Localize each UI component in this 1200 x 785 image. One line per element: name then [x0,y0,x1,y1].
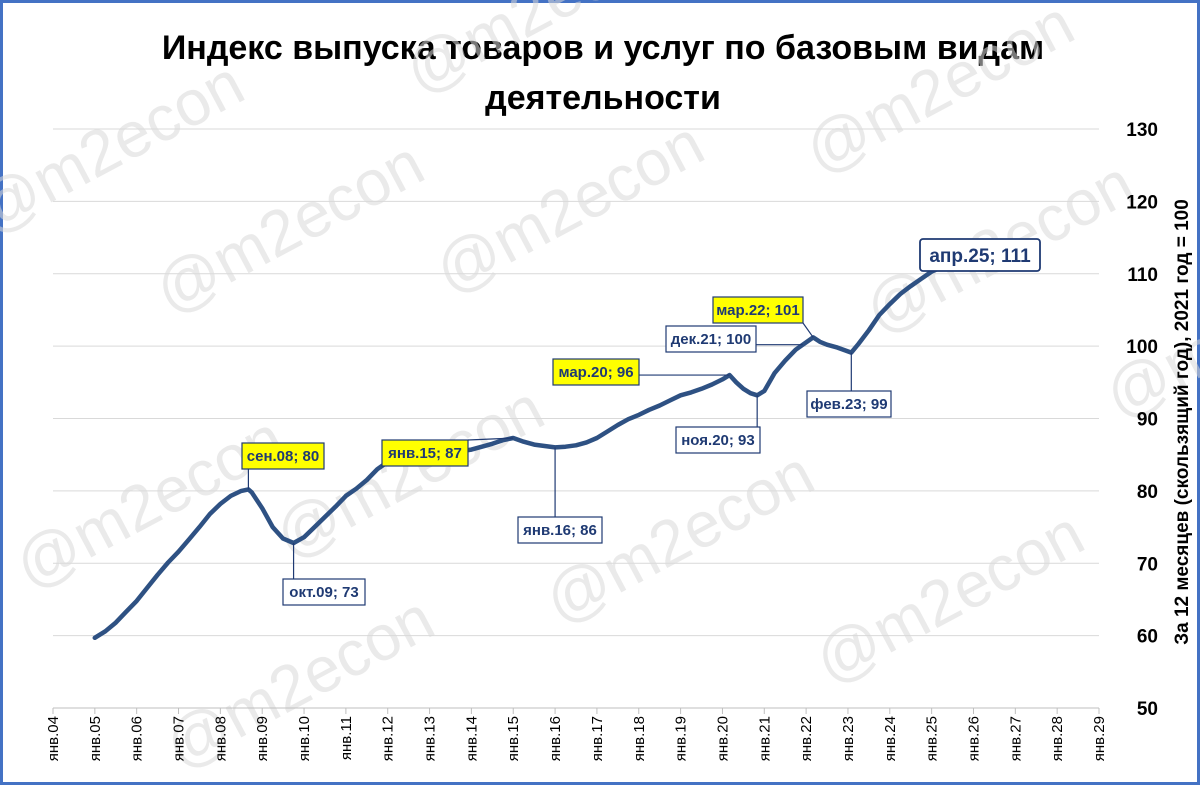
callout-leader [467,437,514,441]
x-axis: янв.04 янв.05 янв.06 янв.07 янв.08 янв.09 янв.… [45,707,1108,761]
x-tick-label: янв.10 [296,716,313,761]
y-tick-label: 80 [1137,482,1158,503]
series-line [92,264,945,641]
watermark-text: @m2econ [393,0,685,107]
watermark-text: @m2econ [3,401,295,602]
x-tick-label: янв.15 [505,716,522,761]
y-tick-label: 110 [1127,265,1158,286]
x-tick-label: янв.19 [673,716,690,761]
y-tick-label: 90 [1137,410,1158,431]
callout-box [241,442,325,470]
x-tick-label: янв.16 [547,716,564,761]
callout-text: мар.20; 96 [558,364,633,381]
x-tick-label: янв.04 [45,716,62,761]
callout-text: окт.09; 73 [289,584,358,601]
y-tick-label: 70 [1137,554,1158,575]
callout-text: дек.21; 100 [671,331,751,348]
callout-label: мар.22; 101 [712,296,814,338]
callout-box [381,439,469,467]
x-tick-label: янв.25 [924,716,941,761]
callout-box [806,390,892,418]
callout-label: янв.16; 86 [517,447,603,544]
callout-text: мар.22; 101 [716,302,799,319]
callout-text: ноя.20; 93 [681,432,754,449]
callout-box [675,426,761,454]
watermark-text: @m2econ [0,46,255,247]
callout-box [665,325,757,353]
callout-label: янв.15; 87 [381,437,514,467]
x-tick-label: янв.28 [1049,716,1066,761]
x-tick-label: янв.13 [422,716,439,761]
x-tick-label: янв.05 [87,716,104,761]
callout-layer: сен.08; 80 окт.09; 73 янв.15; 87 янв.16; 86… [241,238,1041,606]
chart-title: Индекс выпуска товаров и услуг по базовы… [161,29,1045,117]
y-axis-ticks: 50 60 70 80 90 100 110 120 130 [1126,120,1158,720]
x-tick-label: янв.06 [129,716,146,761]
callout-label: фев.23; 99 [806,352,892,418]
x-tick-label: янв.17 [589,716,606,761]
y-tick-label: 120 [1126,192,1158,213]
y-tick-label: 50 [1137,699,1158,720]
callout-text: янв.15; 87 [388,445,462,462]
x-tick-label: янв.18 [631,716,648,761]
x-tick-label: янв.14 [463,716,480,761]
callout-text: фев.23; 99 [810,396,887,413]
callout-label: ноя.20; 93 [675,395,761,454]
x-tick-label: янв.27 [1007,716,1024,761]
watermark-text: @m2econ [263,371,555,572]
watermark-text: @m2econ [423,106,715,307]
callout-box [282,578,366,606]
callout-label: апр.25; 111 [919,238,1041,272]
callout-box [919,238,1041,272]
y-tick-label: 60 [1137,627,1158,648]
x-tick-label: янв.29 [1091,716,1108,761]
y-axis-label: За 12 месяцев (скользящий год), 2021 год… [1172,199,1193,645]
y-tick-label: 100 [1126,337,1158,358]
x-tick-label: янв.09 [254,716,271,761]
x-tick-label: янв.26 [965,716,982,761]
x-tick-label: янв.12 [380,716,397,761]
x-tick-label: янв.21 [756,716,773,761]
x-tick-label: янв.08 [212,716,229,761]
callout-label: сен.08; 80 [241,442,325,490]
callout-box [552,358,640,386]
watermark-text: @m2econ [793,0,1085,187]
x-tick-label: янв.23 [840,716,857,761]
callout-label: мар.20; 96 [552,358,730,386]
y-tick-label: 130 [1126,120,1158,141]
x-tick-label: янв.20 [714,716,731,761]
x-tick-label: янв.22 [798,716,815,761]
callout-label: окт.09; 73 [282,542,366,606]
callout-box [517,516,603,544]
callout-text: янв.16; 86 [523,522,597,539]
callout-label: дек.21; 100 [665,325,803,353]
watermark-text: @m2econ [143,126,435,327]
callout-text: апр.25; 111 [929,246,1031,267]
x-tick-label: янв.07 [171,716,188,761]
series-layer [92,264,945,641]
x-tick-label: янв.11 [338,716,355,760]
callout-leader [802,322,814,338]
callout-box [712,296,804,324]
watermark-text: @m2econ [803,496,1095,697]
callout-text: сен.08; 80 [247,448,319,465]
x-tick-label: янв.24 [882,716,899,761]
